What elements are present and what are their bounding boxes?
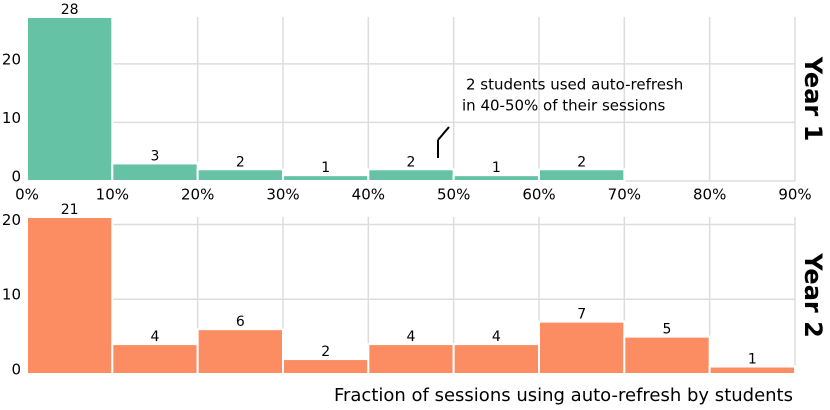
y-tick-label: 0 [11,168,21,186]
bar [452,343,540,376]
x-tick-label: 70% [608,186,641,204]
x-tick-label: 80% [693,186,726,204]
bar [111,162,199,183]
side-label: Year 1 [799,56,827,142]
bar-label: 2 [236,154,245,170]
bar-label: 28 [61,2,79,18]
bar-label: 7 [577,307,586,323]
bar [26,16,114,182]
bar [196,168,285,183]
x-tick-label: 30% [266,186,299,204]
bar-label: 5 [663,322,672,338]
bar [538,168,626,183]
x-tick-label: 10% [96,186,129,204]
bar-label: 1 [492,160,501,176]
bar [367,343,455,376]
annotation-arrow [437,126,450,141]
x-tick-label: 50% [437,186,470,204]
bar-label: 4 [151,329,160,345]
bar-label: 1 [748,352,757,368]
bar-label: 3 [151,148,160,164]
side-label: Year 2 [799,252,827,338]
x-tick-label: 20% [181,186,214,204]
bar-label: 21 [61,202,79,218]
bar-label: 2 [321,344,330,360]
y-tick-label: 20 [2,50,21,68]
bar-label: 4 [407,329,416,345]
annotation: in 40-50% of their sessions [462,97,666,115]
x-tick-label: 0% [15,186,39,204]
bar [111,343,199,376]
bar [623,335,711,375]
bar [26,216,114,375]
bar [367,168,455,183]
bar-label: 2 [407,154,416,170]
y-tick-label: 0 [11,361,21,379]
bar [538,320,626,375]
x-tick-label: 90% [778,186,811,204]
bar-label: 4 [492,329,501,345]
y-tick-label: 20 [2,211,21,229]
x-tick-label: 60% [522,186,555,204]
y-tick-label: 10 [2,286,21,304]
bar-label: 1 [321,160,330,176]
bar [282,358,370,375]
x-axis-label: Fraction of sessions using auto-refresh … [334,385,793,406]
bar-label: 2 [577,154,586,170]
x-tick-label: 40% [352,186,385,204]
bar [708,365,797,375]
annotation: 2 students used auto-refresh [466,76,683,94]
bar [196,328,285,375]
y-tick-label: 10 [2,109,21,127]
bar-label: 6 [236,314,245,330]
